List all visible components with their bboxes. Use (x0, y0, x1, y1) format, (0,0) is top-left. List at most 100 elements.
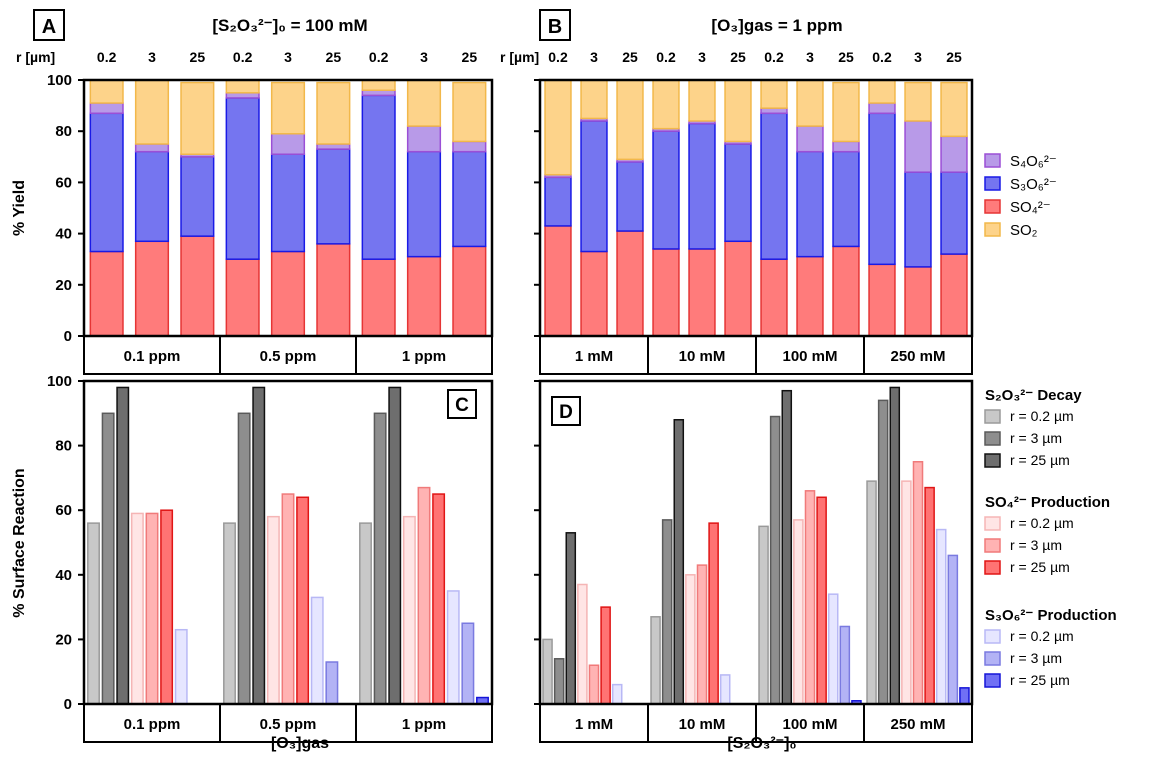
panel-c-ytick-label: 0 (64, 696, 72, 713)
legend-swatch-s3o6-25 (984, 673, 1001, 688)
panel-a-bar-segment (180, 81, 215, 155)
panel-a-bar-segment (316, 143, 351, 150)
panel-a-group-label: 0.1 ppm (124, 348, 181, 365)
panel-b-bar-segment (616, 161, 644, 232)
panel-a-ytick-label: 40 (55, 226, 72, 243)
panel-c-bar (87, 522, 100, 705)
panel-d-bar (611, 683, 623, 705)
legend-swatch-so4-02 (984, 516, 1001, 531)
panel-a-r-label: 0.2 (97, 49, 117, 65)
panel-a-bar-segment (452, 81, 487, 143)
panel-a-bar-segment (452, 245, 487, 337)
panel-d-bar (758, 525, 769, 705)
legend-swatch-decay-02 (984, 409, 1001, 424)
panel-b-bar-segment (724, 240, 752, 337)
panel-b-bar-segment (688, 79, 716, 122)
panel-b-r-label: 0.2 (548, 49, 568, 65)
panel-d-bar (947, 554, 959, 705)
panel-a-bar-segment (406, 255, 442, 337)
panel-b-r-label: 0.2 (656, 49, 676, 65)
panel-a-bar-segment (361, 94, 396, 260)
panel-c-bar (359, 522, 372, 705)
panel-a-label: A (42, 16, 56, 38)
panel-a-r-label: 0.2 (369, 49, 389, 65)
panel-c-bar (101, 412, 115, 705)
panel-a-bar-segment (361, 89, 396, 97)
panel-a-bar-segment (225, 97, 260, 260)
panel-a-bar-segment (361, 258, 396, 337)
panel-b-bar-segment (940, 135, 968, 173)
panel-b-r-label: 25 (730, 49, 746, 65)
panel-a-bar-segment (270, 250, 306, 337)
panel-d-bar (661, 519, 673, 705)
panel-d-bar (827, 593, 839, 705)
panel-b-bar-segment (544, 176, 572, 227)
panel-b-bar-segment (580, 120, 608, 253)
panel-a-group-axis (83, 335, 493, 375)
panel-c-bar (237, 412, 251, 705)
panel-d-group-label: 100 mM (782, 716, 837, 733)
panel-c-bar (130, 512, 144, 705)
panel-a-bar-segment (452, 140, 487, 153)
legend-swatch-s3o6-02 (984, 629, 1001, 644)
panel-d-bar (577, 583, 588, 705)
legend-label-so2: SO₂ (1010, 222, 1038, 239)
panel-d-bar (542, 638, 553, 705)
panel-a-ytick-label: 0 (64, 328, 72, 345)
panel-a-r-label: 0.2 (233, 49, 253, 65)
legend-section-title-s3o6: S₃O₆²⁻ Production (985, 607, 1117, 624)
panel-c-bar (160, 509, 174, 705)
panel-d-label-box: D (551, 396, 581, 426)
panel-a-bar-segment (134, 240, 170, 337)
panel-b-r-header: r [µm] (500, 49, 539, 65)
legend-swatch-s4o6 (984, 153, 1001, 168)
panel-d-bar (588, 664, 600, 705)
panel-c-label-box: C (447, 389, 477, 419)
panel-a-bar-segment (316, 81, 351, 145)
panel-c-ytick-label: 80 (55, 438, 72, 455)
panel-b-bar-segment (544, 225, 572, 337)
panel-b-bar-segment (688, 248, 716, 337)
panel-b-r-label: 0.2 (764, 49, 784, 65)
panel-a-bar-segment (270, 81, 306, 135)
panel-a-group-label: 1 ppm (402, 348, 446, 365)
panel-c-bar (373, 412, 387, 705)
legend-item-decay-25: r = 25 µm (1010, 452, 1070, 468)
panel-d-bar (769, 415, 781, 705)
legend-swatch-s3o6 (984, 176, 1001, 191)
panel-c-ytick-label: 20 (55, 631, 72, 648)
legend-item-so4-3: r = 3 µm (1010, 537, 1062, 553)
panel-a-bar-segment (225, 258, 260, 337)
panel-d-bar (708, 522, 719, 705)
legend-item-so4-25: r = 25 µm (1010, 559, 1070, 575)
panel-b-bar-segment (868, 112, 896, 266)
legend-label-s3o6: S₃O₆²⁻ (1010, 176, 1057, 193)
panel-d-bar (600, 606, 611, 705)
legend-swatch-so4 (984, 199, 1001, 214)
panel-b-bar-segment (868, 263, 896, 337)
panel-b-header: B [O₃]gas = 1 ppm r [µm] (500, 9, 843, 65)
panel-d-bar (959, 687, 970, 705)
panel-d-bar (673, 419, 685, 705)
panel-d-bar (877, 399, 889, 705)
panel-b-bar-segment (904, 81, 932, 122)
panel-c-ytick-label: 40 (55, 567, 72, 584)
panel-b-label: B (548, 16, 562, 38)
panel-b-bar-segment (616, 230, 644, 337)
panel-a-bar-segment (134, 143, 170, 153)
panel-a-bar-segment (316, 148, 351, 245)
panel-a-bar-segment (406, 79, 442, 127)
panel-c-group-label: 0.1 ppm (124, 716, 181, 733)
legend-item-s3o6-02: r = 0.2 µm (1010, 628, 1074, 644)
panel-a-group-label: 0.5 ppm (260, 348, 317, 365)
panel-b-bar-segment (724, 79, 752, 143)
panel-c-ytick-label: 60 (55, 502, 72, 519)
panel-a-r-header: r [µm] (16, 49, 55, 65)
panel-a-bar-segment (225, 79, 260, 94)
legend-item-so4-02: r = 0.2 µm (1010, 515, 1074, 531)
panel-b-bar-segment (868, 79, 896, 104)
panel-b-bar-segment (760, 112, 788, 260)
legend-section-title-so4: SO₄²⁻ Production (985, 494, 1110, 511)
panel-a-r-label: 25 (462, 49, 478, 65)
